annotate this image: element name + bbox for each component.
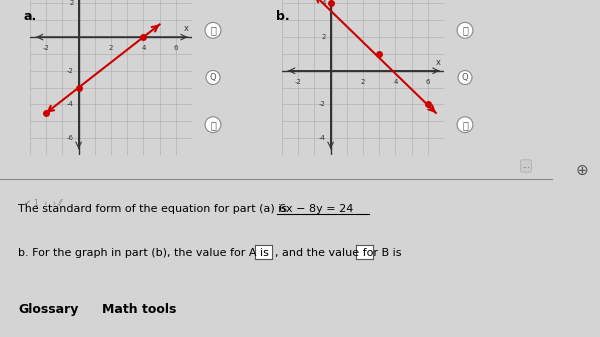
Text: 6: 6	[425, 79, 430, 85]
Text: 2: 2	[109, 45, 113, 52]
Text: , and the value for B is: , and the value for B is	[275, 248, 405, 258]
Text: ⌕: ⌕	[210, 25, 216, 35]
Text: Math tools: Math tools	[102, 303, 176, 316]
Text: ⤢: ⤢	[462, 120, 468, 130]
Text: Q: Q	[461, 73, 469, 82]
Text: The standard form of the equation for part (a) is: The standard form of the equation for pa…	[18, 204, 290, 214]
Text: a.: a.	[24, 10, 37, 23]
Text: -2: -2	[43, 45, 50, 52]
Text: ⌕: ⌕	[462, 25, 468, 35]
Text: 2: 2	[361, 79, 365, 85]
Text: x: x	[184, 24, 189, 33]
Text: -6: -6	[67, 135, 74, 141]
Text: ...: ...	[522, 161, 530, 171]
Text: 4: 4	[322, 0, 326, 6]
Text: 2: 2	[322, 34, 326, 40]
Text: -4: -4	[319, 135, 326, 141]
Text: Glossary: Glossary	[18, 303, 79, 316]
Text: -2: -2	[295, 79, 302, 85]
Text: -4: -4	[67, 101, 74, 108]
Text: Q: Q	[209, 73, 217, 82]
Text: b.: b.	[276, 10, 290, 23]
Text: -2: -2	[67, 68, 74, 74]
Text: -2: -2	[319, 101, 326, 108]
Text: ⊕: ⊕	[575, 163, 589, 178]
Text: 6: 6	[173, 45, 178, 52]
Text: 2: 2	[70, 0, 74, 6]
Text: 4: 4	[141, 45, 146, 52]
Text: ⤢: ⤢	[210, 120, 216, 130]
Text: 6x − 8y = 24: 6x − 8y = 24	[279, 204, 353, 214]
Text: 4: 4	[393, 79, 398, 85]
Text: b. For the graph in part (b), the value for A is: b. For the graph in part (b), the value …	[18, 248, 272, 258]
Text: x: x	[436, 58, 441, 67]
Text: ✔ 1  ›  › ⁄⁄: ✔ 1 › › ⁄⁄	[24, 198, 62, 208]
